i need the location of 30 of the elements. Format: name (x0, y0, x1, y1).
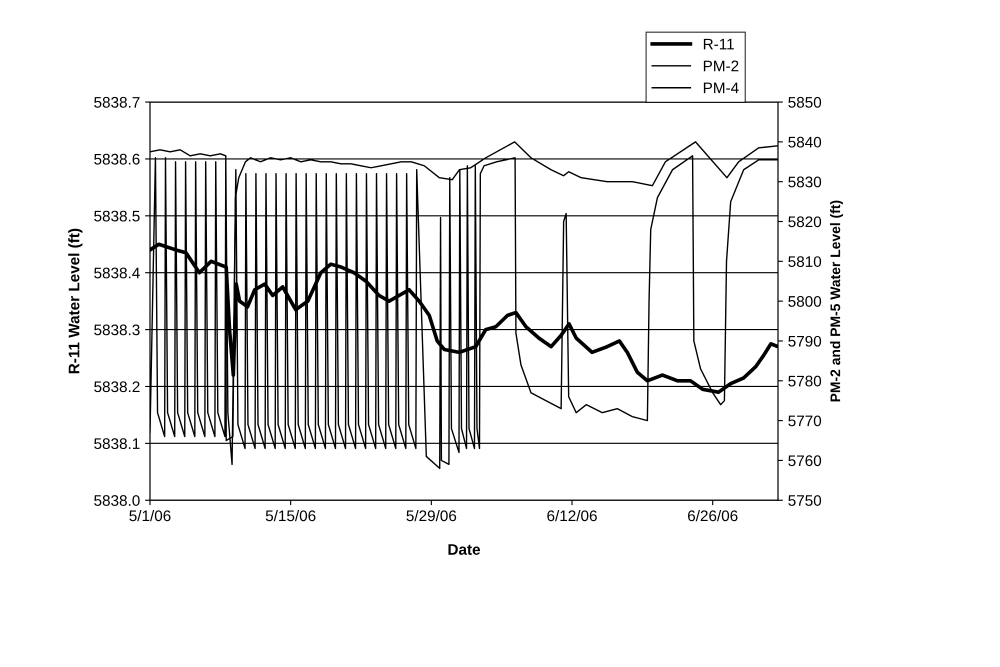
y-tick-label: 5838.4 (94, 268, 140, 278)
y2-tick-label: 5810 (788, 256, 822, 268)
y2-tick-label: 5840 (788, 136, 822, 148)
x-tick-label: 5/1/06 (129, 510, 171, 522)
x-tick-label: 6/26/06 (688, 510, 738, 522)
x-tick-label: 5/29/06 (406, 510, 456, 522)
legend-label: PM-4 (704, 82, 739, 94)
y2-tick-label: 5770 (788, 415, 822, 426)
y-tick-label: 5838.2 (94, 381, 140, 392)
y2-axis-title: PM-2 and PM-5 Water Level (ft) (830, 200, 843, 402)
y2-tick-label: 5780 (788, 376, 822, 386)
y2-tick-label: 5830 (788, 176, 822, 188)
y2-tick-label: 5850 (788, 96, 822, 108)
y2-tick-label: 5760 (788, 455, 822, 466)
y-tick-label: 5838.1 (94, 438, 140, 450)
y2-tick-label: 5750 (788, 495, 822, 506)
y-tick-label: 5838.6 (94, 154, 140, 165)
legend-label: R-11 (704, 38, 734, 50)
y2-tick-label: 5790 (788, 336, 822, 347)
y-tick-label: 5838.0 (94, 495, 140, 506)
y2-tick-label: 5820 (788, 216, 822, 228)
x-tick-label: 5/15/06 (266, 510, 316, 522)
x-tick-label: 6/12/06 (547, 510, 597, 522)
y-tick-label: 5838.7 (94, 96, 140, 108)
y-axis-title: R-11 Water Level (ft) (68, 228, 82, 374)
y2-tick-label: 5800 (788, 296, 822, 307)
y-tick-label: 5838.5 (94, 210, 140, 222)
legend-label: PM-2 (704, 60, 738, 72)
x-axis-title: Date (448, 544, 480, 555)
y-tick-label: 5838.3 (94, 324, 140, 336)
